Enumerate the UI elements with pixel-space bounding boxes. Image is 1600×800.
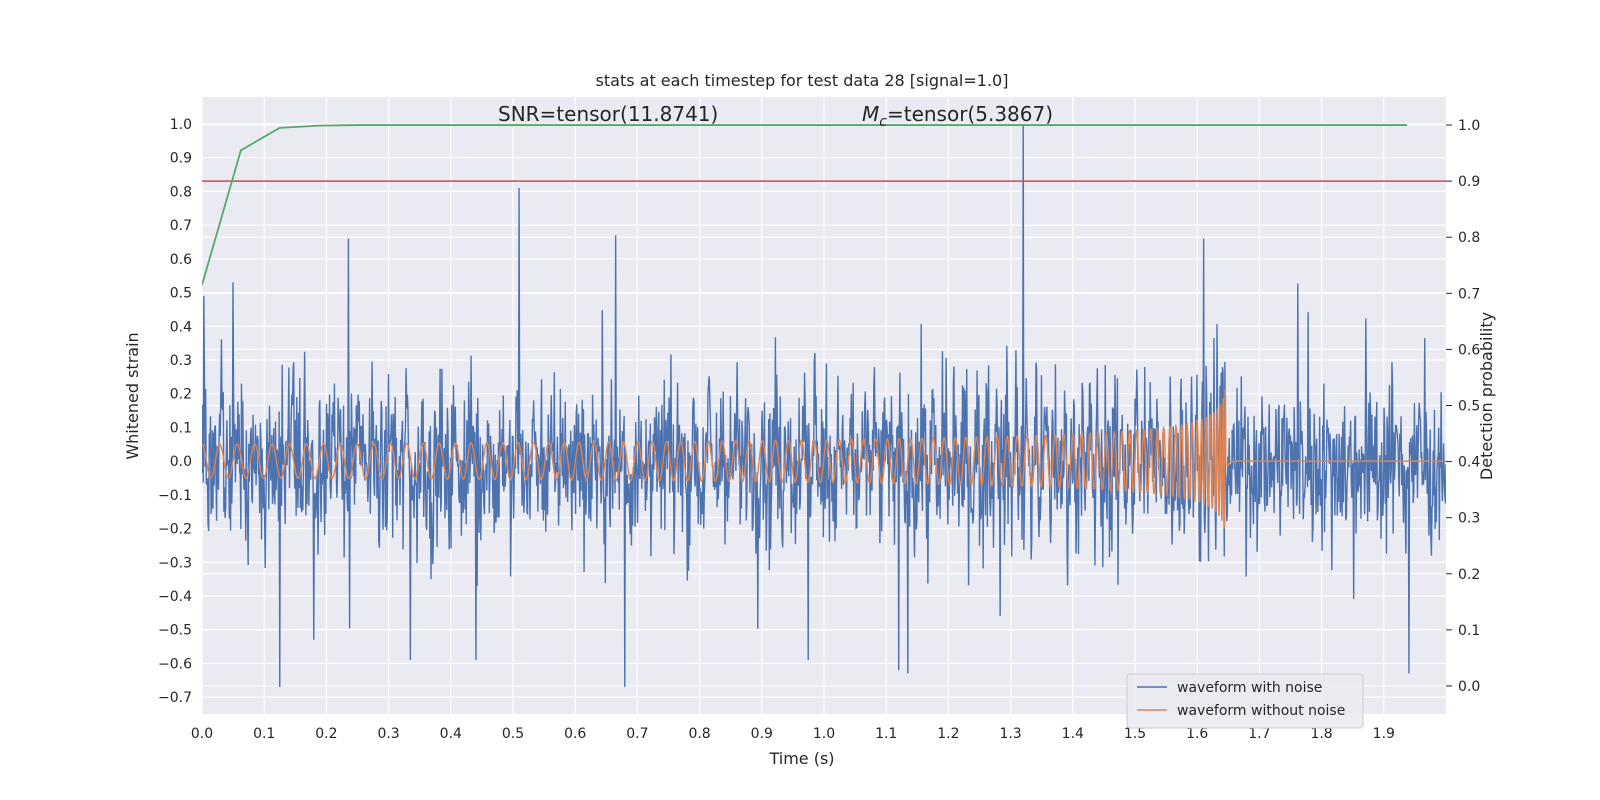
x-axis-label: Time (s) [768, 749, 834, 768]
y-tick-label: −0.3 [158, 555, 192, 571]
x-tick-label: 1.7 [1248, 726, 1270, 742]
series-waveform-without-noise [202, 388, 1446, 529]
x-tick-label: 1.0 [813, 726, 835, 742]
y-tick-label: −0.4 [158, 589, 192, 605]
series-detection-probability [202, 124, 1408, 286]
x-tick-label: 0.7 [626, 726, 648, 742]
x-tick-label: 1.5 [1124, 726, 1146, 742]
y2-tick-label: 0.5 [1458, 399, 1480, 415]
mc-symbol: M [862, 102, 879, 126]
series-layer [202, 123, 1446, 688]
mc-value: =tensor(5.3867) [887, 102, 1053, 126]
x-tick-label: 0.5 [502, 726, 524, 742]
x-tick-label: 1.3 [999, 726, 1021, 742]
x-tick-label: 1.8 [1310, 726, 1332, 742]
y-tick-label: −0.7 [158, 690, 192, 706]
legend-label-noise: waveform with noise [1177, 680, 1322, 696]
y-tick-label: 0.9 [170, 151, 192, 167]
y2-tick-label: 0.1 [1458, 623, 1480, 639]
y-tick-label: 0.0 [170, 454, 192, 470]
y2-tick-label: 0.9 [1458, 174, 1480, 190]
y2-tick-label: 0.8 [1458, 230, 1480, 246]
y2-tick-label: 0.7 [1458, 286, 1480, 302]
y-axis-label: Whitened strain [123, 332, 142, 459]
y-tick-label: −0.1 [158, 488, 192, 504]
x-tick-label: 0.3 [377, 726, 399, 742]
mc-subscript: c [879, 114, 887, 130]
y-tick-label: 0.1 [170, 420, 192, 436]
x-tick-label: 0.0 [191, 726, 213, 742]
y2-tick-label: 0.0 [1458, 679, 1480, 695]
x-tick-label: 0.1 [253, 726, 275, 742]
y-tick-label: 0.7 [170, 218, 192, 234]
y2-tick-label: 0.3 [1458, 511, 1480, 527]
y2-tick-label: 0.2 [1458, 567, 1480, 583]
series-waveform-with-noise [202, 123, 1446, 688]
legend: waveform with noise waveform without noi… [1126, 673, 1364, 729]
snr-annotation: SNR=tensor(11.8741) [498, 102, 718, 126]
x-tick-label: 1.6 [1186, 726, 1208, 742]
x-tick-label: 1.1 [875, 726, 897, 742]
legend-box [1126, 673, 1364, 729]
y-tick-label: 0.8 [170, 184, 192, 200]
y2-axis-ticks: 1.0 0.9 0.8 0.7 0.6 0.5 0.4 0.3 0.2 0.1 0.0 [1446, 118, 1480, 695]
chart-title: stats at each timestep for test data 28 … [596, 71, 1009, 90]
x-tick-label: 1.4 [1062, 726, 1084, 742]
x-axis-ticks: 0.0 0.1 0.2 0.3 0.4 0.5 0.6 0.7 0.8 0.9 1.0 1.1 1.2 1… [191, 726, 1395, 742]
y-tick-label: 0.4 [170, 319, 192, 335]
legend-label-clean: waveform without noise [1177, 703, 1345, 719]
y-axis-ticks: 1.0 0.9 0.8 0.7 0.6 0.5 0.4 0.3 0.2 0.1 0.0 −0.1 −0.… [158, 117, 192, 706]
y2-tick-label: 0.4 [1458, 455, 1480, 471]
y-tick-label: −0.6 [158, 656, 192, 672]
y-tick-label: 0.2 [170, 387, 192, 403]
x-tick-label: 0.2 [315, 726, 337, 742]
x-tick-label: 0.9 [751, 726, 773, 742]
y2-axis-label: Detection probability [1477, 312, 1496, 480]
x-tick-label: 1.9 [1373, 726, 1395, 742]
y-tick-label: 0.5 [170, 286, 192, 302]
x-tick-label: 0.6 [564, 726, 586, 742]
y-tick-label: 0.3 [170, 353, 192, 369]
x-tick-label: 1.2 [937, 726, 959, 742]
x-tick-label: 0.4 [440, 726, 462, 742]
y-tick-label: 0.6 [170, 252, 192, 268]
x-tick-label: 0.8 [688, 726, 710, 742]
y-tick-label: −0.5 [158, 623, 192, 639]
y-tick-label: 1.0 [170, 117, 192, 133]
y-tick-label: −0.2 [158, 522, 192, 538]
y2-tick-label: 1.0 [1458, 118, 1480, 134]
chirp-mass-annotation: Mc=tensor(5.3867) [862, 102, 1053, 130]
y2-tick-label: 0.6 [1458, 342, 1480, 358]
